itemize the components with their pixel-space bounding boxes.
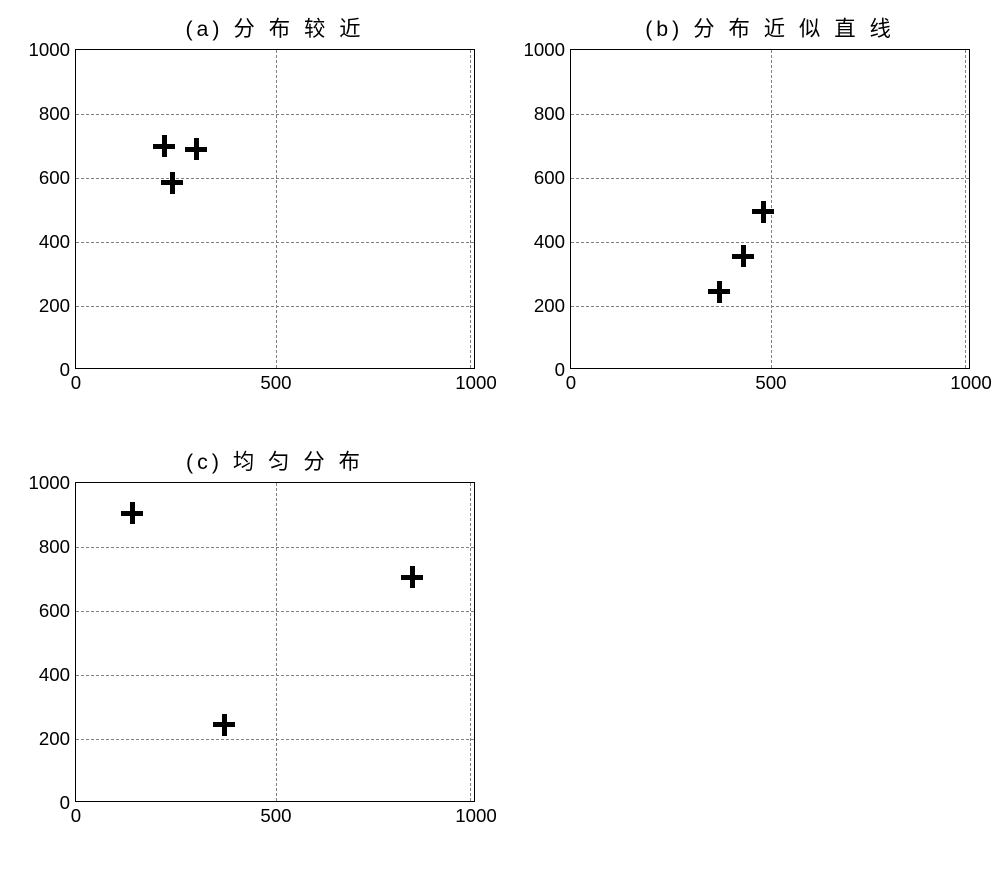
data-point: [213, 714, 235, 736]
gridline-h: [76, 675, 474, 676]
gridline-h: [571, 242, 969, 243]
xtick-label: 500: [755, 372, 786, 394]
xtick-label: 500: [260, 372, 291, 394]
gridline-h: [571, 178, 969, 179]
ytick-label: 1000: [523, 39, 565, 61]
gridline-v-edge: [470, 50, 471, 368]
panel-c-title: (c) 均 匀 分 布: [75, 445, 475, 476]
gridline-h: [76, 242, 474, 243]
xtick-label: 1000: [950, 372, 992, 394]
xtick-label: 0: [566, 372, 576, 394]
ytick-label: 400: [39, 664, 70, 686]
ytick-label: 200: [39, 728, 70, 750]
xtick-label: 0: [71, 805, 81, 827]
ytick-label: 1000: [28, 472, 70, 494]
data-point: [153, 135, 175, 157]
data-point: [732, 245, 754, 267]
ytick-label: 800: [39, 103, 70, 125]
panel-b-plot: 0200400600800100005001000: [570, 49, 970, 369]
gridline-h: [571, 306, 969, 307]
gridline-v-edge: [470, 483, 471, 801]
ytick-label: 0: [60, 359, 70, 381]
gridline-h: [571, 114, 969, 115]
data-point: [121, 502, 143, 524]
ytick-label: 200: [39, 295, 70, 317]
gridline-h: [76, 178, 474, 179]
panel-c: (c) 均 匀 分 布 0200400600800100005001000: [75, 445, 475, 802]
ytick-label: 400: [534, 231, 565, 253]
data-point: [161, 172, 183, 194]
ytick-label: 1000: [28, 39, 70, 61]
gridline-h: [76, 306, 474, 307]
ytick-label: 400: [39, 231, 70, 253]
panel-b-title: (b) 分 布 近 似 直 线: [570, 12, 970, 43]
gridline-v: [771, 50, 772, 368]
ytick-label: 800: [39, 536, 70, 558]
figure-root: (a) 分 布 较 近0200400600800100005001000(b) …: [0, 0, 1000, 888]
gridline-v: [276, 483, 277, 801]
ytick-label: 0: [555, 359, 565, 381]
gridline-h: [76, 547, 474, 548]
ytick-label: 600: [39, 600, 70, 622]
panel-a-plot: 0200400600800100005001000: [75, 49, 475, 369]
panel-a-title: (a) 分 布 较 近: [75, 12, 475, 43]
gridline-h: [76, 114, 474, 115]
data-point: [185, 138, 207, 160]
ytick-label: 800: [534, 103, 565, 125]
panel-b: (b) 分 布 近 似 直 线 0200400600800100005001000: [570, 12, 970, 369]
panel-c-plot: 0200400600800100005001000: [75, 482, 475, 802]
ytick-label: 200: [534, 295, 565, 317]
xtick-label: 500: [260, 805, 291, 827]
data-point: [401, 566, 423, 588]
panel-a: (a) 分 布 较 近 0200400600800100005001000: [75, 12, 475, 369]
gridline-h: [76, 739, 474, 740]
xtick-label: 1000: [455, 805, 497, 827]
xtick-label: 0: [71, 372, 81, 394]
gridline-h: [76, 611, 474, 612]
gridline-v: [276, 50, 277, 368]
ytick-label: 0: [60, 792, 70, 814]
xtick-label: 1000: [455, 372, 497, 394]
data-point: [708, 281, 730, 303]
ytick-label: 600: [534, 167, 565, 189]
gridline-v-edge: [965, 50, 966, 368]
ytick-label: 600: [39, 167, 70, 189]
